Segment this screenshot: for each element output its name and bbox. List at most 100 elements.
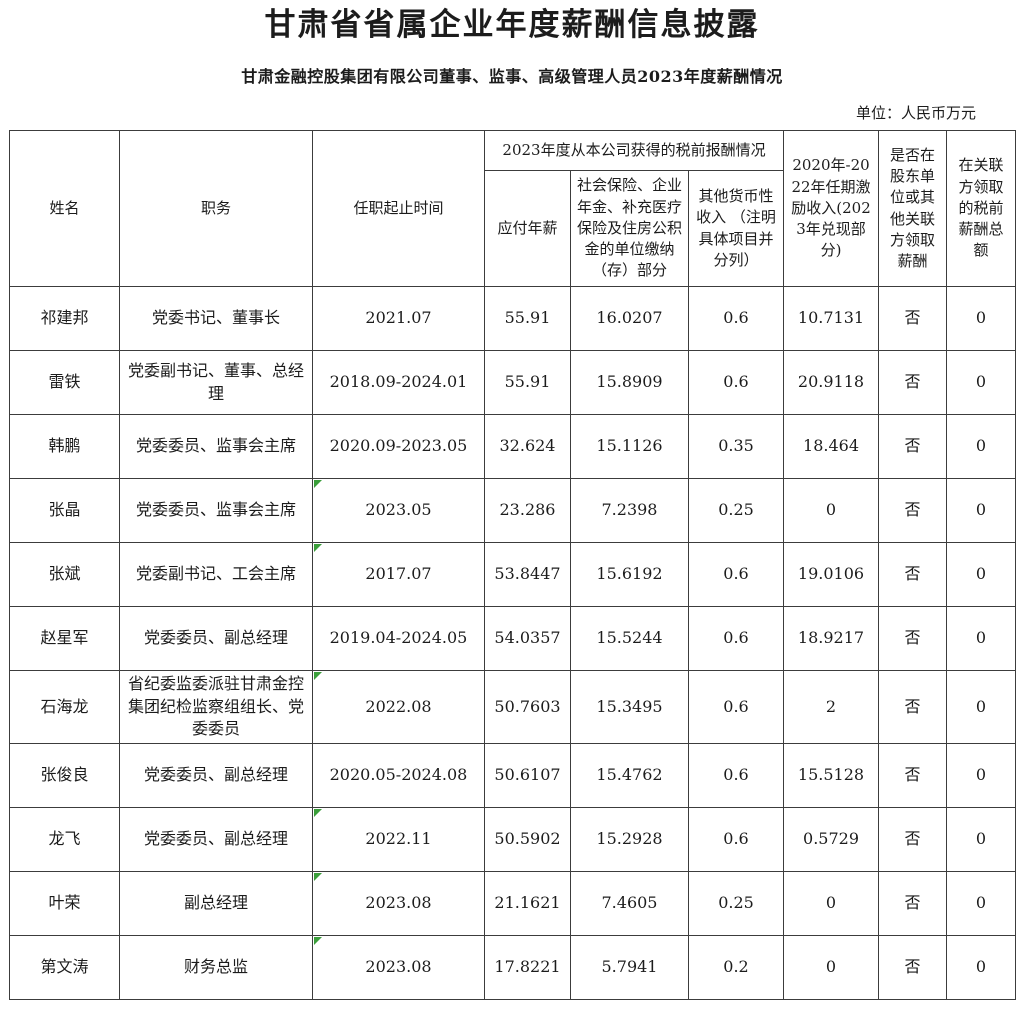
cell-name: 龙飞 xyxy=(9,807,120,873)
cell-other-income: 0.6 xyxy=(687,743,785,809)
cell-error-marker-icon xyxy=(314,544,322,552)
header-incentive: 2020年-2022年任期激励收入(2023年兑现部分) xyxy=(783,130,880,287)
cell-incentive: 0 xyxy=(783,935,880,1001)
cell-related-party: 否 xyxy=(878,542,948,607)
cell-incentive: 2 xyxy=(783,669,880,745)
cell-tenure: 2017.07 xyxy=(312,542,485,607)
cell-insurance: 15.8909 xyxy=(570,350,689,415)
cell-insurance: 15.4762 xyxy=(570,743,689,809)
cell-salary: 54.0357 xyxy=(484,606,571,671)
table-row: 张斌 党委副书记、工会主席 2017.07 53.8447 15.6192 0.… xyxy=(9,542,1017,607)
cell-incentive: 18.9217 xyxy=(783,606,880,671)
cell-salary: 23.286 xyxy=(484,478,571,543)
cell-other-income: 0.2 xyxy=(687,935,785,1001)
cell-name: 雷铁 xyxy=(9,350,120,415)
table-row: 赵星军 党委委员、副总经理 2019.04-2024.05 54.0357 15… xyxy=(9,606,1017,671)
cell-tenure: 2021.07 xyxy=(312,286,485,351)
cell-incentive: 0.5729 xyxy=(783,807,880,873)
cell-other-income: 0.35 xyxy=(687,414,785,479)
cell-error-marker-icon xyxy=(314,937,322,946)
header-tenure: 任职起止时间 xyxy=(312,130,485,287)
table-row: 叶荣 副总经理 2023.08 21.1621 7.4605 0.25 0 否 … xyxy=(9,871,1017,937)
cell-related-total: 0 xyxy=(946,871,1017,937)
cell-name: 张晶 xyxy=(9,478,120,543)
table-row: 龙飞 党委委员、副总经理 2022.11 50.5902 15.2928 0.6… xyxy=(9,807,1017,873)
cell-position: 省纪委监委派驻甘肃金控集团纪检监察组组长、党委委员 xyxy=(119,669,313,745)
cell-insurance: 15.5244 xyxy=(570,606,689,671)
cell-tenure: 2023.05 xyxy=(312,478,485,543)
cell-insurance: 7.4605 xyxy=(570,871,689,937)
cell-insurance: 15.3495 xyxy=(570,669,689,745)
cell-related-party: 否 xyxy=(878,606,948,671)
table-row: 张晶 党委委员、监事会主席 2023.05 23.286 7.2398 0.25… xyxy=(9,478,1017,543)
cell-other-income: 0.6 xyxy=(687,350,785,415)
cell-related-total: 0 xyxy=(946,807,1017,873)
cell-related-total: 0 xyxy=(946,935,1017,1001)
cell-insurance: 15.1126 xyxy=(570,414,689,479)
cell-tenure: 2022.08 xyxy=(312,669,485,745)
page-title: 甘肃省省属企业年度薪酬信息披露 xyxy=(264,7,760,43)
unit-label: 单位：人民币万元 xyxy=(855,104,976,122)
cell-incentive: 0 xyxy=(783,871,880,937)
cell-related-party: 否 xyxy=(878,935,948,1001)
cell-tenure: 2022.11 xyxy=(312,807,485,873)
cell-related-total: 0 xyxy=(946,606,1017,671)
header-salary: 应付年薪 xyxy=(484,170,571,287)
table-row: 张俊良 党委委员、副总经理 2020.05-2024.08 50.6107 15… xyxy=(9,743,1017,809)
cell-error-marker-icon xyxy=(314,873,322,882)
cell-position: 党委书记、董事长 xyxy=(119,286,313,351)
cell-salary: 55.91 xyxy=(484,350,571,415)
cell-related-total: 0 xyxy=(946,414,1017,479)
cell-other-income: 0.25 xyxy=(687,478,785,543)
cell-related-party: 否 xyxy=(878,286,948,351)
cell-insurance: 5.7941 xyxy=(570,935,689,1001)
cell-related-total: 0 xyxy=(946,542,1017,607)
cell-position: 党委委员、副总经理 xyxy=(119,807,313,873)
cell-related-party: 否 xyxy=(878,350,948,415)
cell-salary: 17.8221 xyxy=(484,935,571,1001)
header-name: 姓名 xyxy=(9,130,120,287)
cell-salary: 50.7603 xyxy=(484,669,571,745)
cell-tenure: 2023.08 xyxy=(312,935,485,1001)
cell-tenure: 2018.09-2024.01 xyxy=(312,350,485,415)
cell-name: 祁建邦 xyxy=(9,286,120,351)
cell-salary: 32.624 xyxy=(484,414,571,479)
cell-insurance: 7.2398 xyxy=(570,478,689,543)
cell-related-total: 0 xyxy=(946,478,1017,543)
cell-related-party: 否 xyxy=(878,871,948,937)
cell-position: 党委委员、监事会主席 xyxy=(119,414,313,479)
cell-insurance: 16.0207 xyxy=(570,286,689,351)
cell-salary: 53.8447 xyxy=(484,542,571,607)
cell-name: 张斌 xyxy=(9,542,120,607)
header-other-income: 其他货币性收入 （注明具体项目并分列） xyxy=(687,170,785,287)
cell-error-marker-icon xyxy=(314,672,322,680)
cell-position: 党委委员、副总经理 xyxy=(119,743,313,809)
salary-table: 姓名 职务 任职起止时间 2023年度从本公司获得的税前报酬情况 2020年-2… xyxy=(9,130,1017,1001)
cell-other-income: 0.6 xyxy=(687,286,785,351)
cell-position: 财务总监 xyxy=(119,935,313,1001)
header-insurance: 社会保险、企业年金、补充医疗保险及住房公积金的单位缴纳（存）部分 xyxy=(570,170,689,287)
cell-related-total: 0 xyxy=(946,350,1017,415)
table-row: 第文涛 财务总监 2023.08 17.8221 5.7941 0.2 0 否 … xyxy=(9,935,1017,1001)
cell-tenure: 2023.08 xyxy=(312,871,485,937)
table-row: 石海龙 省纪委监委派驻甘肃金控集团纪检监察组组长、党委委员 2022.08 50… xyxy=(9,669,1017,745)
cell-related-party: 否 xyxy=(878,743,948,809)
cell-name: 石海龙 xyxy=(9,669,120,745)
table-row: 祁建邦 党委书记、董事长 2021.07 55.91 16.0207 0.6 1… xyxy=(9,286,1017,351)
cell-incentive: 19.0106 xyxy=(783,542,880,607)
cell-related-party: 否 xyxy=(878,414,948,479)
cell-salary: 50.6107 xyxy=(484,743,571,809)
cell-name: 韩鹏 xyxy=(9,414,120,479)
cell-related-party: 否 xyxy=(878,478,948,543)
cell-incentive: 10.7131 xyxy=(783,286,880,351)
cell-insurance: 15.2928 xyxy=(570,807,689,873)
cell-error-marker-icon xyxy=(314,809,322,818)
cell-position: 党委副书记、董事、总经理 xyxy=(119,350,313,415)
cell-name: 赵星军 xyxy=(9,606,120,671)
cell-tenure: 2020.09-2023.05 xyxy=(312,414,485,479)
cell-position: 党委副书记、工会主席 xyxy=(119,542,313,607)
cell-other-income: 0.6 xyxy=(687,542,785,607)
cell-other-income: 0.25 xyxy=(687,871,785,937)
cell-related-total: 0 xyxy=(946,669,1017,745)
cell-incentive: 0 xyxy=(783,478,880,543)
